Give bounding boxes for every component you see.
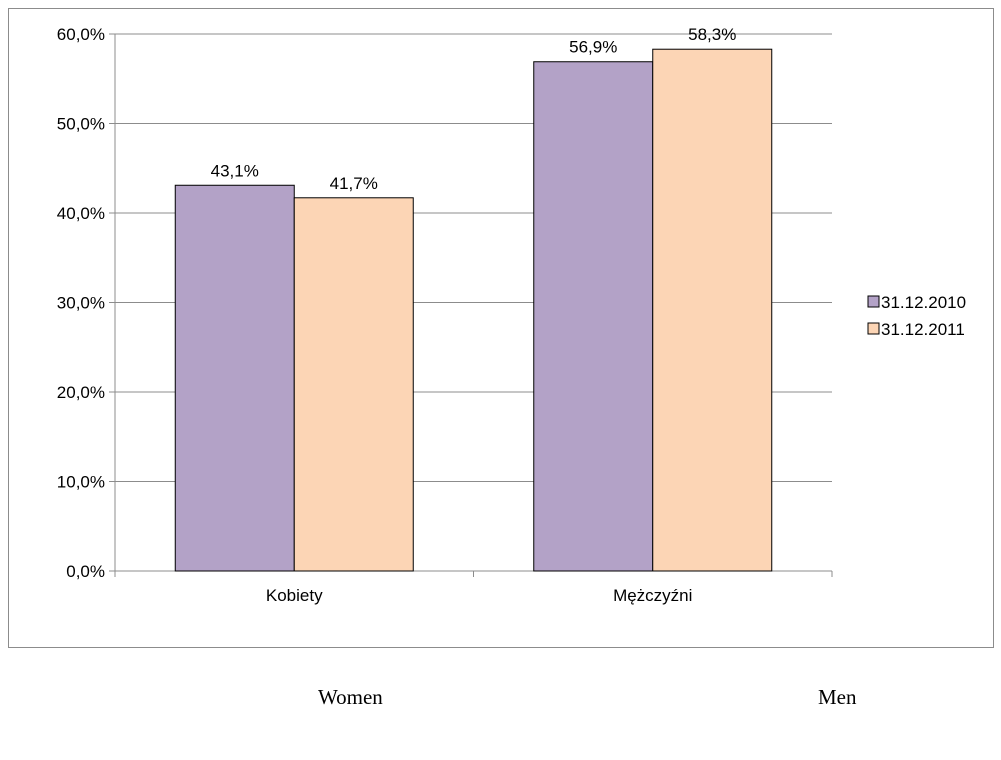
caption-men: Men (818, 685, 857, 709)
bar (652, 48, 773, 572)
legend-swatch (867, 295, 880, 308)
bar (533, 61, 654, 572)
y-tick-label: 10,0% (57, 473, 105, 492)
legend-swatch (867, 322, 880, 335)
y-tick-label: 40,0% (57, 204, 105, 223)
legend-label: 31.12.2010 (881, 293, 966, 312)
y-tick-label: 50,0% (57, 115, 105, 134)
y-tick-label: 30,0% (57, 294, 105, 313)
caption-women: Women (318, 685, 383, 709)
data-label: 56,9% (569, 38, 617, 57)
bar (293, 197, 414, 572)
data-label: 41,7% (330, 174, 378, 193)
chart-frame: 0,0% 10,0% 20,0% 30,0% 40,0% 50,0% 60,0% 43,1% 4… (8, 8, 994, 648)
category-label: Kobiety (266, 586, 323, 605)
category-label: Mężczyźni (613, 586, 692, 605)
y-tick-label: 0,0% (66, 562, 105, 581)
data-label: 58,3% (688, 25, 736, 44)
bar (174, 184, 295, 572)
y-tick-label: 20,0% (57, 383, 105, 402)
y-tick-label: 60,0% (57, 25, 105, 44)
legend-label: 31.12.2011 (881, 320, 965, 339)
bar-chart: 0,0% 10,0% 20,0% 30,0% 40,0% 50,0% 60,0% 43,1% 4… (57, 25, 966, 605)
data-label: 43,1% (211, 161, 259, 180)
